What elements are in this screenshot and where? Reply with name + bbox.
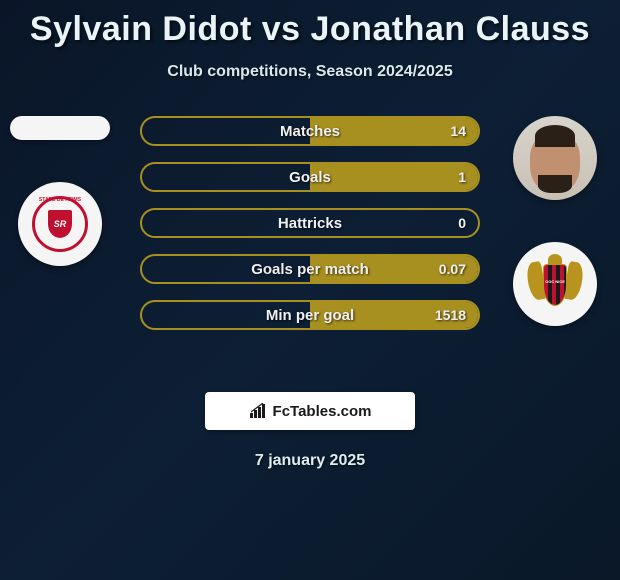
- stat-row: Goals per match0.07: [140, 254, 480, 284]
- player1-club-badge: STADE DE REIMS SR: [18, 182, 102, 266]
- date-label: 7 january 2025: [0, 452, 620, 470]
- brand-label: FcTables.com: [273, 403, 372, 420]
- player2-club-badge: OGC NICE: [513, 242, 597, 326]
- subtitle: Club competitions, Season 2024/2025: [0, 63, 620, 81]
- stat-label: Matches: [142, 118, 478, 144]
- stat-label: Goals: [142, 164, 478, 190]
- player2-column: OGC NICE: [500, 116, 610, 326]
- stat-label: Goals per match: [142, 256, 478, 282]
- brand-chart-icon: [249, 403, 269, 419]
- page-title: Sylvain Didot vs Jonathan Clauss: [0, 0, 620, 49]
- stat-value-right: 0.07: [439, 256, 466, 282]
- player1-avatar: [10, 116, 110, 140]
- stat-row: Goals1: [140, 162, 480, 192]
- stats-bars: Matches14 Goals1 Hattricks0 Goals per match…: [140, 116, 480, 346]
- comparison-content: STADE DE REIMS SR OGC NICE: [0, 116, 620, 376]
- stat-value-right: 1: [458, 164, 466, 190]
- stat-row: Matches14: [140, 116, 480, 146]
- nice-badge-abbrev: OGC NICE: [544, 279, 566, 284]
- stat-row: Min per goal1518: [140, 300, 480, 330]
- player2-avatar: [513, 116, 597, 200]
- stat-value-right: 0: [458, 210, 466, 236]
- stat-label: Hattricks: [142, 210, 478, 236]
- stat-value-right: 14: [450, 118, 466, 144]
- reims-badge-text: STADE DE REIMS: [39, 197, 81, 203]
- stat-row: Hattricks0: [140, 208, 480, 238]
- stat-value-right: 1518: [435, 302, 466, 328]
- player1-column: STADE DE REIMS SR: [0, 116, 120, 266]
- reims-badge-abbrev: SR: [54, 219, 67, 229]
- brand-box[interactable]: FcTables.com: [205, 392, 415, 430]
- stat-label: Min per goal: [142, 302, 478, 328]
